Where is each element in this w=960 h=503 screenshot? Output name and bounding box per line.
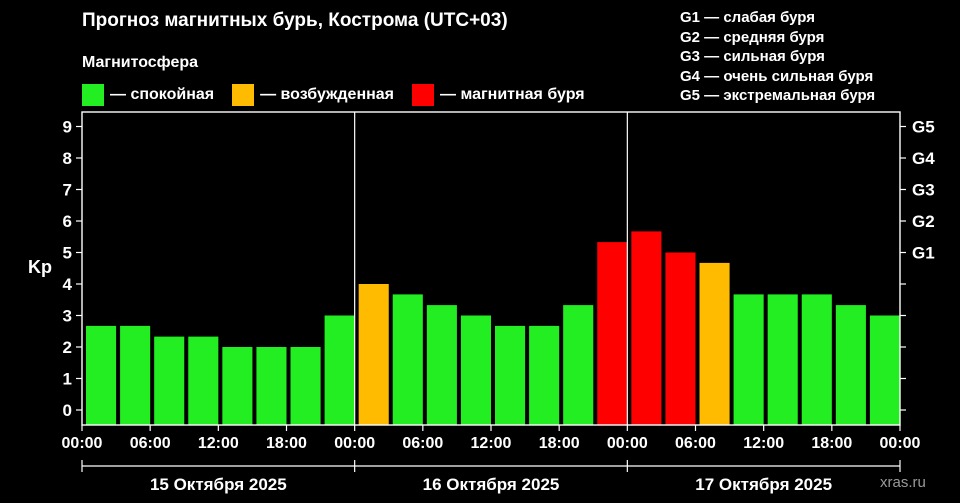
y-tick-label-7: 7 <box>63 181 72 200</box>
g-scale-list: G1 — слабая буря G2 — средняя буря G3 — … <box>680 8 875 106</box>
x-tick-label-0: 00:00 <box>62 435 103 452</box>
kp-bar-17 <box>665 252 696 425</box>
y-tick-label-0: 0 <box>63 401 72 420</box>
x-tick-label-4: 00:00 <box>334 435 375 452</box>
kp-bar-12 <box>495 325 526 425</box>
legend-label-quiet: — спокойная <box>110 86 215 103</box>
chart-title: Прогноз магнитных бурь, Кострома (UTC+03… <box>82 10 508 31</box>
kp-bar-23 <box>869 315 900 425</box>
legend-swatch-quiet <box>82 84 104 106</box>
y-tick-label-3: 3 <box>63 307 72 326</box>
y-tick-label-2: 2 <box>63 338 72 357</box>
x-tick-label-3: 18:00 <box>266 435 307 452</box>
kp-bar-18 <box>699 262 730 425</box>
kp-bar-0 <box>86 325 117 425</box>
legend: — спокойная — возбужденная — магнитная б… <box>82 84 585 106</box>
x-tick-label-10: 12:00 <box>743 435 784 452</box>
kp-bar-8 <box>358 284 389 425</box>
x-tick-label-7: 18:00 <box>539 435 580 452</box>
x-tick-label-8: 00:00 <box>607 435 648 452</box>
kp-bar-14 <box>563 305 594 425</box>
kp-bar-9 <box>392 294 423 425</box>
x-tick-label-2: 12:00 <box>198 435 239 452</box>
legend-swatch-active <box>232 84 255 106</box>
legend-item-active: — возбужденная <box>232 84 394 106</box>
x-tick-label-12: 00:00 <box>880 435 921 452</box>
g-tick-label-g3: G3 <box>912 181 935 200</box>
y-tick-label-9: 9 <box>63 118 72 137</box>
y-tick-label-6: 6 <box>63 212 72 231</box>
g-scale-g3: G3 — сильная буря <box>680 48 825 65</box>
site-watermark: xras.ru <box>880 474 926 491</box>
kp-bar-10 <box>426 305 457 425</box>
x-tick-label-9: 06:00 <box>675 435 716 452</box>
kp-bar-7 <box>324 315 355 425</box>
g-tick-label-g5: G5 <box>912 118 935 137</box>
legend-item-storm: — магнитная буря <box>412 84 585 106</box>
kp-bar-3 <box>188 336 219 425</box>
day-label-1: 16 Октября 2025 <box>423 475 560 494</box>
legend-label-storm: — магнитная буря <box>440 86 585 103</box>
kp-bar-22 <box>835 305 866 425</box>
y-tick-label-8: 8 <box>63 149 72 168</box>
kp-bar-13 <box>529 325 560 425</box>
day-label-0: 15 Октября 2025 <box>150 475 287 494</box>
kp-bar-11 <box>460 315 491 425</box>
y-axis-label: Kp <box>28 257 52 277</box>
kp-bar-4 <box>222 347 253 425</box>
legend-swatch-storm <box>412 84 435 106</box>
y-tick-label-4: 4 <box>63 275 73 294</box>
y-tick-label-5: 5 <box>63 244 72 263</box>
kp-bar-1 <box>120 325 151 425</box>
g-tick-label-g4: G4 <box>912 149 935 168</box>
kp-bar-15 <box>597 242 628 425</box>
x-tick-label-1: 06:00 <box>130 435 171 452</box>
day-label-2: 17 Октября 2025 <box>695 475 832 494</box>
legend-item-quiet: — спокойная <box>82 84 214 106</box>
x-tick-label-6: 12:00 <box>471 435 512 452</box>
g-scale-g5: G5 — экстремальная буря <box>680 87 876 104</box>
kp-bar-19 <box>733 294 764 425</box>
g-scale-g4: G4 — очень сильная буря <box>680 67 874 85</box>
kp-bar-16 <box>631 231 662 425</box>
y-tick-label-1: 1 <box>63 370 72 389</box>
g-scale-g2: G2 — средняя буря <box>680 28 825 46</box>
kp-bar-20 <box>767 294 798 425</box>
kp-bar-2 <box>154 336 185 425</box>
g-scale-g1: G1 — слабая буря <box>680 9 816 26</box>
x-tick-label-11: 18:00 <box>811 435 852 452</box>
g-tick-label-g2: G2 <box>912 212 935 231</box>
legend-title: Магнитосфера <box>82 54 199 71</box>
kp-bar-6 <box>290 347 321 425</box>
g-tick-label-g1: G1 <box>912 244 935 263</box>
kp-bar-21 <box>801 294 832 425</box>
legend-label-active: — возбужденная <box>260 86 395 103</box>
kp-bar-5 <box>256 347 287 425</box>
x-tick-label-5: 06:00 <box>402 435 443 452</box>
